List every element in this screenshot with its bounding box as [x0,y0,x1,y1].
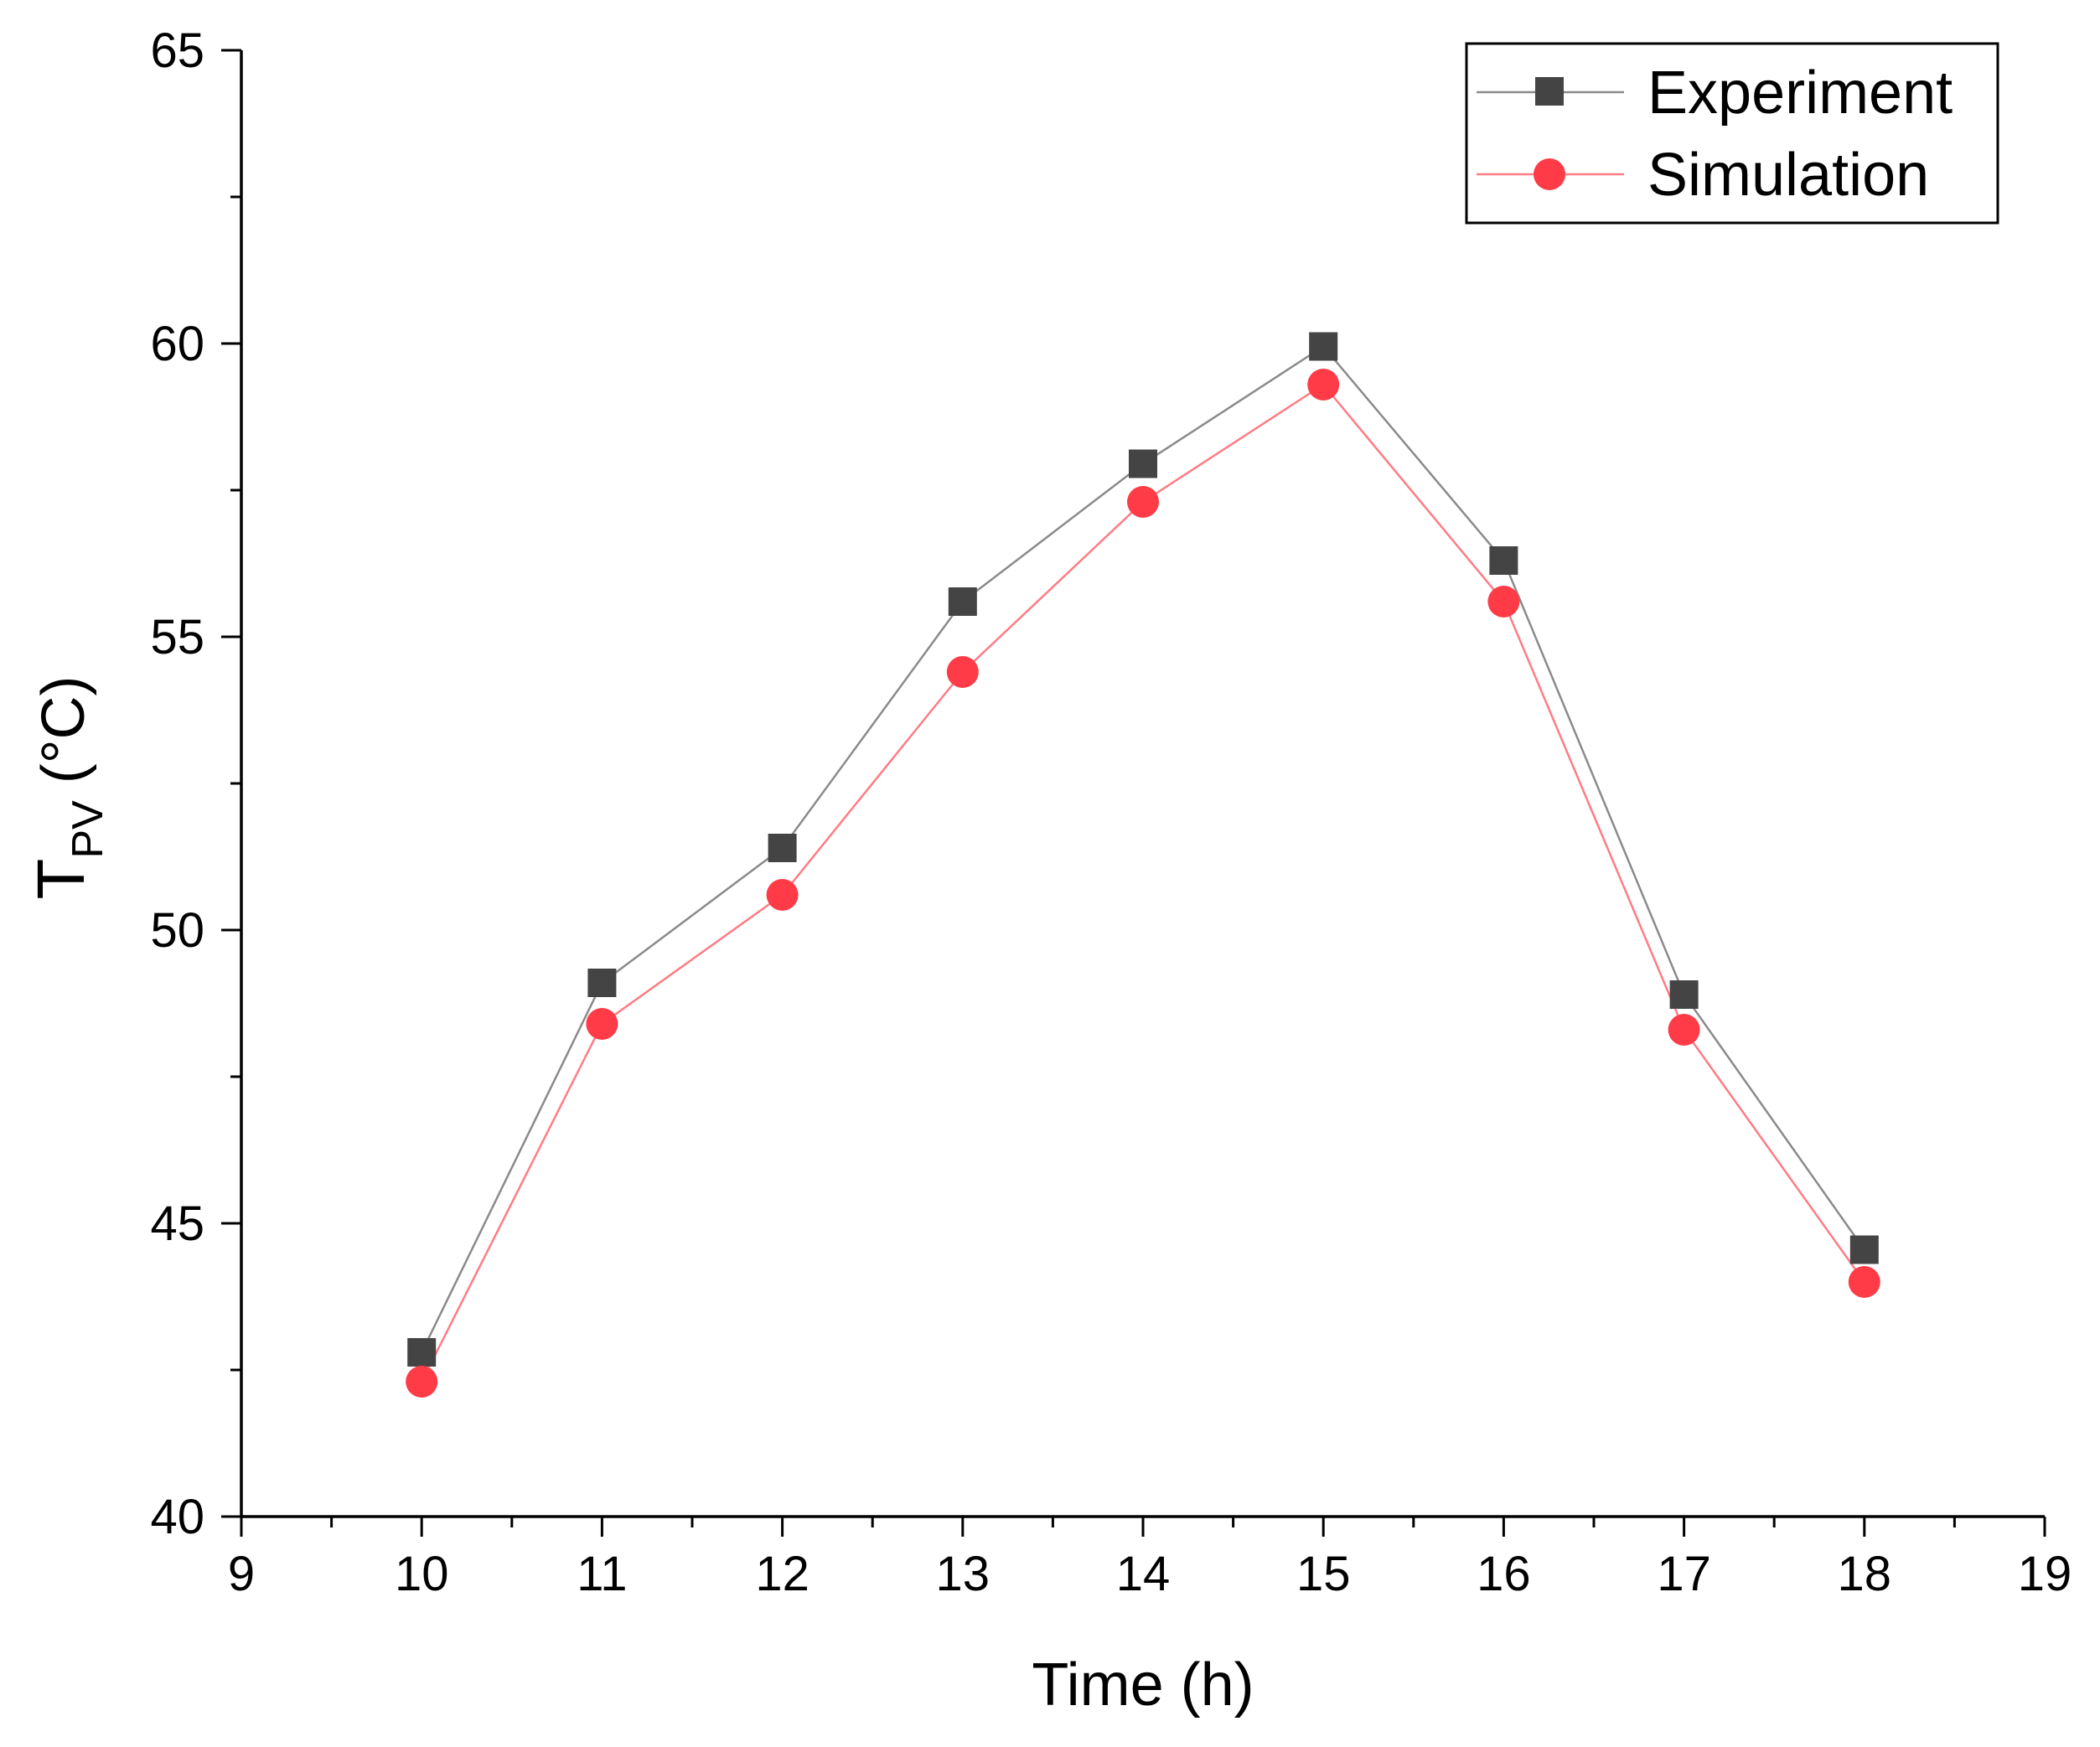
legend-entry-experiment: Experiment [1477,59,1953,127]
data-point-simulation [1127,486,1159,518]
series-line-simulation [421,383,1865,1383]
data-point-simulation [946,656,979,688]
y-axis-title-main: T [23,859,98,900]
data-point-simulation [1668,1014,1700,1046]
y-tick-label: 65 [150,23,204,78]
y-tick-label: 55 [150,610,204,664]
y-tick-label: 60 [150,317,204,371]
series-markers-layer [406,332,1880,1398]
x-tick-label: 9 [228,1547,255,1601]
data-point-experiment [1669,980,1699,1009]
data-point-experiment [768,834,797,862]
x-tick-label: 17 [1657,1547,1711,1601]
data-point-experiment [587,969,617,997]
legend-marker-experiment [1535,77,1564,106]
legend: Experiment Simulation [1465,42,1999,225]
x-tick-label: 13 [936,1547,991,1601]
data-point-experiment [1849,1235,1879,1264]
data-point-simulation [1487,586,1520,618]
data-point-experiment [948,587,977,616]
data-point-experiment [407,1338,437,1367]
x-tick-label: 18 [1838,1547,1892,1601]
x-tick-label: 16 [1477,1547,1531,1601]
x-tick-label: 10 [395,1547,449,1601]
y-tick-label: 45 [150,1197,204,1251]
x-tick-label: 12 [755,1547,809,1601]
legend-entry-simulation: Simulation [1477,142,1929,209]
legend-label-simulation: Simulation [1647,142,1929,209]
data-point-simulation [406,1366,438,1398]
x-axis-title: Time (h) [1032,1651,1254,1719]
y-axis-title-subscript: PV [64,800,112,859]
y-axis-title-unit: (°C) [30,676,97,801]
legend-label-experiment: Experiment [1647,59,1953,127]
x-tick-label: 15 [1296,1547,1351,1601]
data-point-experiment [1309,332,1338,361]
y-tick-label: 40 [150,1490,204,1544]
data-point-simulation [766,879,799,911]
axes-layer: 9 10 11 12 13 14 15 16 17 18 19 40 45 50 55 60 65 [150,23,2072,1601]
x-tick-label: 11 [577,1547,627,1601]
data-point-simulation [586,1008,618,1040]
data-point-experiment [1489,546,1518,575]
y-tick-label: 50 [150,903,204,958]
legend-box [1465,42,1999,225]
data-point-experiment [1129,449,1157,478]
y-axis-title: TPV (°C) [23,676,112,900]
x-tick-label: 19 [2018,1547,2072,1601]
data-point-simulation [1307,369,1340,401]
data-point-simulation [1848,1266,1880,1298]
legend-marker-simulation [1534,158,1565,190]
x-tick-label: 14 [1116,1547,1171,1601]
